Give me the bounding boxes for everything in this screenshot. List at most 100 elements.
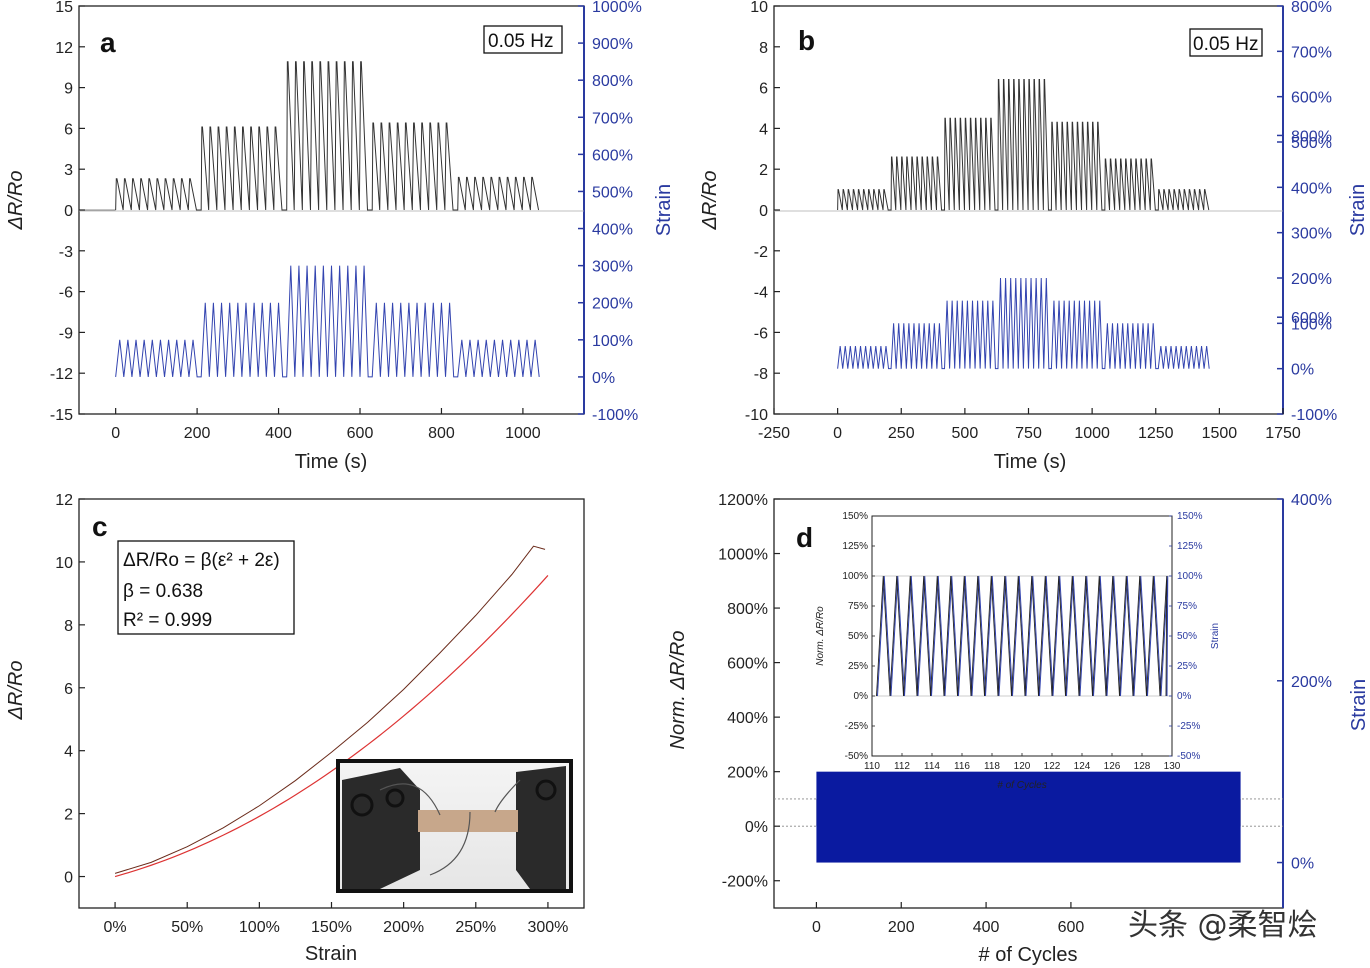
panel-b-freq-label: 0.05 Hz bbox=[1193, 34, 1258, 55]
panel-c-ytick-label: 6 bbox=[64, 681, 73, 698]
panel-c-xtick-label: 100% bbox=[239, 919, 280, 936]
panel-a-ylabel: ΔR/Ro bbox=[5, 171, 27, 231]
panel-a-y2tick-label: 300% bbox=[592, 259, 633, 276]
panel-d-xtick-label: 0 bbox=[812, 919, 821, 936]
panel-a-letter: a bbox=[100, 27, 116, 58]
panel-a-xlabel: Time (s) bbox=[295, 451, 368, 473]
panel-b-ytick-label: -10 bbox=[745, 407, 768, 424]
inset-y2tick-label: 125% bbox=[1177, 541, 1203, 552]
panel-b-xtick-label: 1750 bbox=[1265, 425, 1301, 442]
inset-xtick-label: 130 bbox=[1164, 761, 1181, 772]
inset-ytick-label: 75% bbox=[848, 601, 868, 612]
panel-d-y2tick-label: 200% bbox=[1291, 674, 1332, 691]
panel-a-ytick-label: 3 bbox=[64, 162, 73, 179]
panel-b-y2tick-label: 0% bbox=[1291, 362, 1314, 379]
panel-b-y2tick-label: 400% bbox=[1291, 180, 1332, 197]
panel-c-eq-box bbox=[117, 540, 295, 635]
panel-c-xtick-label: 150% bbox=[311, 919, 352, 936]
panel-c-beta: β = 0.638 bbox=[123, 581, 203, 602]
panel-d-ylabel: Norm. ΔR/Ro bbox=[667, 631, 689, 750]
panel-a-xtick-label: 1000 bbox=[505, 425, 541, 442]
inset-y2tick-label: 75% bbox=[1177, 601, 1197, 612]
inset-ytick-label: 50% bbox=[848, 631, 868, 642]
panel-c-xtick-label: 50% bbox=[171, 919, 203, 936]
panel-d-ytick-label: 1200% bbox=[718, 492, 768, 509]
inset-xtick-label: 114 bbox=[924, 761, 940, 772]
panel-c-letter: c bbox=[92, 511, 108, 542]
panel-c-xtick-label: 300% bbox=[527, 919, 568, 936]
right-clamp-hole bbox=[535, 779, 557, 801]
panel-a-y2tick-label: 500% bbox=[592, 184, 633, 201]
panel-b-xtick-label: 1000 bbox=[1074, 425, 1110, 442]
panel-d-y2tick-label: 800% bbox=[1291, 128, 1332, 145]
panel-a-y2tick-label: 700% bbox=[592, 110, 633, 127]
panel-a-xtick-label: 400 bbox=[265, 425, 292, 442]
inset-xtick-label: 126 bbox=[1104, 761, 1121, 772]
panel-c-equation: ΔR/Ro = β(ε² + 2ε) bbox=[123, 550, 280, 571]
inset-y2tick-label: 150% bbox=[1177, 511, 1203, 522]
panel-a-y2label: Strain bbox=[653, 184, 675, 236]
panel-c-ylabel: ΔR/Ro bbox=[5, 661, 27, 721]
panel-a-xtick-label: 600 bbox=[347, 425, 374, 442]
panel-a: -15 -12 -9 -6 -3 0 3 6 9 12 15 -100% 0% 100% 200% 300% 4… bbox=[5, 0, 675, 473]
panel-d-ytick-label: 400% bbox=[727, 710, 768, 727]
panel-b-y2tick-label: 600% bbox=[1291, 90, 1332, 107]
panel-a-ytick-label: -12 bbox=[50, 366, 73, 383]
panel-a-y2tick-label: 400% bbox=[592, 222, 633, 239]
panel-a-xtick-label: 200 bbox=[184, 425, 211, 442]
panel-a-resistance-line bbox=[115, 61, 540, 211]
panel-a-frame bbox=[78, 5, 585, 415]
panel-c-fit-line bbox=[114, 575, 549, 878]
inset-ytick-label: 100% bbox=[842, 571, 868, 582]
panel-d-xtick-label: 400 bbox=[973, 919, 1000, 936]
panel-d-y2label: Strain bbox=[1348, 679, 1370, 731]
panel-b-y2tick-label: 200% bbox=[1291, 271, 1332, 288]
panel-a-ticks: -15 -12 -9 -6 -3 0 3 6 9 12 15 -100% 0% 100% 200% 300% 4… bbox=[50, 0, 642, 442]
panel-b-ytick-label: 10 bbox=[750, 0, 768, 16]
inset-ytick-label: 125% bbox=[842, 541, 868, 552]
panel-b-xtick-label: 750 bbox=[1015, 425, 1042, 442]
panel-a-ytick-label: 6 bbox=[64, 121, 73, 138]
panel-c-xtick-label: 0% bbox=[104, 919, 127, 936]
panel-b-y2tick-label: 100% bbox=[1291, 316, 1332, 333]
inset-y2tick-label: -25% bbox=[1177, 721, 1200, 732]
panel-c-xlabel: Strain bbox=[305, 943, 357, 965]
panel-d-ytick-label: -200% bbox=[722, 874, 768, 891]
panel-b-y2tick-label: 800% bbox=[1291, 0, 1332, 16]
panel-a-ytick-label: 0 bbox=[64, 203, 73, 220]
sample-photo bbox=[336, 759, 573, 893]
panel-b-xtick-label: -250 bbox=[758, 425, 790, 442]
panel-b-strain-line bbox=[837, 277, 1210, 370]
panel-b-ytick-label: 6 bbox=[759, 81, 768, 98]
panel-b-xtick-label: 250 bbox=[888, 425, 915, 442]
panel-c-r2: R² = 0.999 bbox=[123, 610, 212, 631]
inset-resistance-line bbox=[876, 575, 1168, 697]
panel-b-ytick-label: 0 bbox=[759, 203, 768, 220]
panel-c-series bbox=[114, 545, 549, 878]
panel-c-xtick-label: 200% bbox=[383, 919, 424, 936]
panel-d-xlabel: # of Cycles bbox=[979, 944, 1078, 966]
panel-d-letter: d bbox=[796, 522, 813, 553]
panel-a-y2tick-label: 0% bbox=[592, 370, 615, 387]
panel-d-ytick-label: 800% bbox=[727, 601, 768, 618]
panel-d-ticks: -200%0%200%400%600%800%1000%1200%0%200%4… bbox=[718, 128, 1332, 936]
panel-d-y2tick-label: 0% bbox=[1291, 856, 1314, 873]
left-clamp bbox=[342, 768, 420, 889]
panel-b-ytick-label: 8 bbox=[759, 40, 768, 57]
panel-a-ytick-label: 12 bbox=[55, 40, 73, 57]
panel-b-xtick-label: 500 bbox=[952, 425, 979, 442]
panel-d-series bbox=[774, 771, 1283, 863]
panel-d-y2tick-label: 600% bbox=[1291, 310, 1332, 327]
panel-c-ytick-label: 8 bbox=[64, 618, 73, 635]
inset-xtick-label: 112 bbox=[894, 761, 910, 772]
panel-b-y2label: Strain bbox=[1347, 184, 1369, 236]
inset-xtick-label: 110 bbox=[864, 761, 880, 772]
inset-ylabel: Norm. ΔR/Ro bbox=[815, 606, 826, 666]
panel-a-xtick-label: 800 bbox=[428, 425, 455, 442]
panel-b-xtick-label: 0 bbox=[833, 425, 842, 442]
left-clamp-hole-2 bbox=[385, 788, 405, 808]
watermark: 头条 @柔智烩 bbox=[1128, 908, 1318, 943]
right-clamp bbox=[516, 766, 566, 889]
panel-a-y2tick-label: 800% bbox=[592, 73, 633, 90]
